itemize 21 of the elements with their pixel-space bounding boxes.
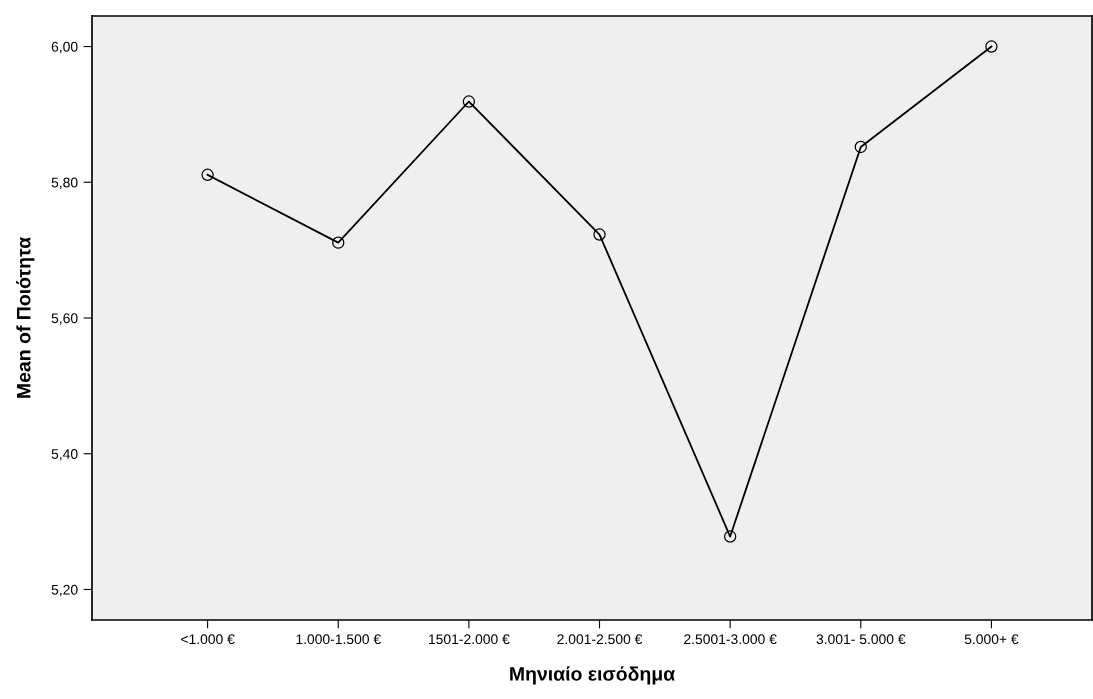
x-tick-label: 1.000-1.500 € bbox=[296, 634, 381, 645]
x-tick-label: <1.000 € bbox=[181, 634, 235, 645]
y-tick-label: 5,60 bbox=[51, 313, 78, 325]
x-tick-label: 2.001-2.500 € bbox=[557, 634, 643, 645]
point bbox=[985, 40, 998, 53]
point bbox=[332, 236, 345, 249]
point bbox=[723, 530, 737, 543]
x-axis-title: Μηνιαίο εισόδημα bbox=[510, 666, 675, 685]
x-tick-label: 5.000+ € bbox=[964, 634, 1019, 645]
y-tick-label: 5,80 bbox=[51, 177, 78, 190]
y-tick-label: 5,20 bbox=[51, 584, 78, 597]
point bbox=[462, 95, 476, 108]
x-tick-label: 1501-2.000 € bbox=[429, 634, 510, 645]
y-tick-label: 6,00 bbox=[51, 41, 78, 54]
x-tick-label: 3.001- 5.000 € bbox=[816, 634, 906, 645]
x-tick-label: 2.5001-3.000 € bbox=[684, 634, 777, 645]
point bbox=[593, 228, 606, 241]
point bbox=[854, 140, 867, 154]
y-tick-label: 5,40 bbox=[51, 449, 78, 461]
point bbox=[201, 168, 214, 181]
y-axis-title: Mean of Ποιότητα bbox=[16, 237, 35, 398]
